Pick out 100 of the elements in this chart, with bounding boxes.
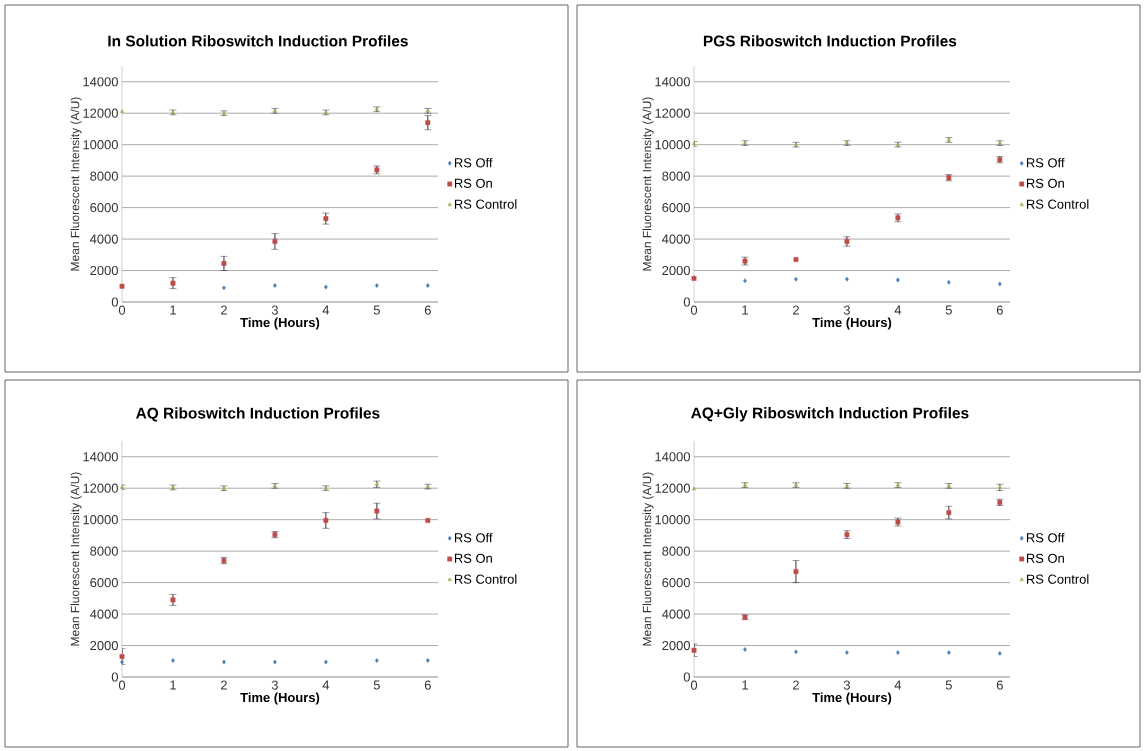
x-tick-label: 5 bbox=[945, 305, 952, 315]
point bbox=[997, 281, 1002, 287]
x-tick-label: 6 bbox=[424, 305, 431, 315]
x-axis-title: Time (Hours) bbox=[240, 317, 320, 330]
point bbox=[425, 658, 430, 663]
y-tick-label: 2000 bbox=[662, 265, 690, 276]
y-tick-label: 0 bbox=[111, 297, 118, 307]
y-tick-label: 12000 bbox=[655, 108, 690, 118]
point bbox=[947, 650, 951, 656]
x-tick-label: 2 bbox=[220, 680, 227, 690]
x-tick-label: 1 bbox=[170, 680, 176, 690]
chart-title: In Solution Riboswitch Induction Profiles bbox=[108, 35, 408, 47]
y-axis-title: Mean Fluorescent Intensity (A/U) bbox=[642, 97, 654, 271]
point bbox=[222, 285, 226, 291]
y-tick-label: 8000 bbox=[662, 546, 690, 556]
y-tick-label: 2000 bbox=[90, 640, 118, 651]
x-tick-label: 4 bbox=[894, 680, 902, 690]
point bbox=[119, 654, 125, 659]
point bbox=[171, 658, 175, 663]
y-tick-label: 12000 bbox=[655, 483, 690, 493]
x-tick-label: 0 bbox=[690, 680, 698, 690]
y-tick-label: 6000 bbox=[662, 578, 690, 588]
legend-label: RS Control bbox=[1026, 199, 1089, 209]
x-tick-label: 2 bbox=[793, 680, 799, 690]
chart-title: AQ+Gly Riboswitch Induction Profiles bbox=[691, 407, 969, 422]
x-tick-label: 4 bbox=[322, 680, 330, 690]
y-tick-label: 4000 bbox=[661, 609, 690, 619]
x-axis-title: Time (Hours) bbox=[812, 317, 892, 330]
legend-label: RS Control bbox=[454, 574, 517, 584]
legend-label: RS On bbox=[1026, 553, 1064, 563]
y-tick-label: 10000 bbox=[83, 515, 118, 525]
x-tick-label: 2 bbox=[793, 305, 799, 315]
y-tick-label: 10000 bbox=[655, 515, 690, 525]
point bbox=[221, 261, 227, 266]
y-tick-label: 10000 bbox=[655, 140, 690, 150]
point bbox=[997, 651, 1002, 656]
y-tick-label: 12000 bbox=[83, 108, 118, 118]
point bbox=[374, 283, 379, 288]
x-tick-label: 2 bbox=[220, 305, 227, 315]
x-axis-title: Time (Hours) bbox=[240, 692, 320, 705]
legend-label: RS Control bbox=[454, 199, 517, 209]
chart-title: PGS Riboswitch Induction Profiles bbox=[703, 35, 957, 47]
x-tick-label: 3 bbox=[843, 305, 850, 315]
point bbox=[794, 276, 798, 282]
point bbox=[691, 276, 697, 281]
x-tick-label: 0 bbox=[690, 305, 698, 315]
point bbox=[947, 279, 951, 285]
y-tick-label: 0 bbox=[683, 297, 690, 307]
x-tick-label: 6 bbox=[996, 305, 1003, 315]
y-tick-label: 14000 bbox=[83, 77, 118, 87]
y-axis-title: Mean Fluorescent Intensity (A/U) bbox=[642, 472, 654, 646]
point bbox=[793, 569, 799, 574]
point bbox=[896, 650, 900, 656]
legend-label: RS On bbox=[454, 553, 492, 563]
point bbox=[845, 276, 849, 282]
y-tick-label: 8000 bbox=[90, 171, 118, 181]
x-tick-label: 3 bbox=[843, 680, 850, 690]
legend-label: RS On bbox=[1026, 178, 1064, 188]
x-axis-title: Time (Hours) bbox=[812, 692, 892, 705]
x-tick-label: 1 bbox=[742, 305, 748, 315]
legend-label: RS Off bbox=[1026, 157, 1065, 168]
point bbox=[743, 647, 747, 652]
y-tick-label: 4000 bbox=[89, 609, 118, 619]
point bbox=[272, 239, 278, 244]
point bbox=[374, 508, 380, 514]
x-tick-label: 3 bbox=[271, 680, 278, 690]
point bbox=[222, 659, 226, 665]
point bbox=[119, 283, 125, 289]
legend-label: RS On bbox=[454, 178, 492, 188]
point bbox=[896, 277, 900, 283]
y-axis-title: Mean Fluorescent Intensity (A/U) bbox=[70, 472, 82, 646]
legend-label: RS Off bbox=[454, 532, 493, 543]
point bbox=[845, 650, 849, 656]
y-tick-label: 6000 bbox=[662, 203, 690, 213]
y-tick-label: 6000 bbox=[90, 578, 118, 588]
x-tick-label: 5 bbox=[373, 305, 380, 315]
point bbox=[323, 518, 329, 523]
y-tick-label: 2000 bbox=[662, 640, 690, 651]
legend-label: RS Control bbox=[1026, 574, 1089, 584]
y-tick-label: 12000 bbox=[83, 483, 118, 493]
legend-label: RS Off bbox=[1026, 532, 1065, 543]
x-tick-label: 3 bbox=[271, 305, 278, 315]
x-tick-label: 0 bbox=[118, 305, 126, 315]
y-tick-label: 0 bbox=[683, 672, 690, 682]
y-tick-label: 8000 bbox=[662, 171, 690, 181]
point bbox=[374, 658, 379, 663]
y-tick-label: 14000 bbox=[655, 452, 690, 462]
y-tick-label: 2000 bbox=[90, 265, 118, 276]
point bbox=[273, 283, 277, 288]
x-tick-label: 4 bbox=[322, 305, 330, 315]
y-axis-title: Mean Fluorescent Intensity (A/U) bbox=[70, 97, 82, 271]
x-tick-label: 5 bbox=[945, 680, 952, 690]
y-tick-label: 8000 bbox=[90, 546, 118, 556]
x-tick-label: 5 bbox=[373, 680, 380, 690]
x-tick-label: 6 bbox=[424, 680, 431, 690]
x-tick-label: 0 bbox=[118, 680, 126, 690]
y-tick-label: 14000 bbox=[655, 77, 690, 87]
point bbox=[793, 257, 799, 262]
point bbox=[324, 659, 328, 665]
y-tick-label: 0 bbox=[111, 672, 118, 682]
